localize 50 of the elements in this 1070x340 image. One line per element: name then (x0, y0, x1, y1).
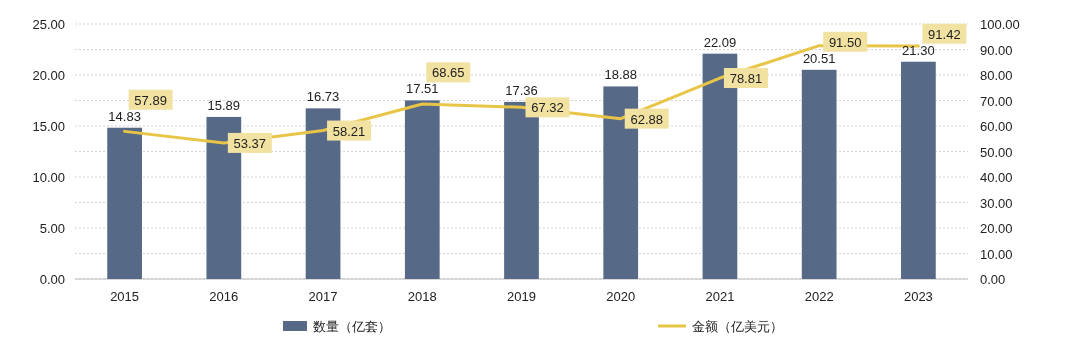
bar (901, 61, 936, 279)
y-tick-label: 5.00 (39, 221, 65, 236)
x-tick-label: 2018 (407, 289, 437, 304)
y2-tick-label: 30.00 (980, 195, 1013, 211)
x-tick-label: 2020 (606, 289, 636, 304)
data-label: 58.21 (332, 123, 366, 139)
bar (107, 127, 142, 279)
x-tick-label: 2019 (507, 289, 536, 304)
y-tick-label: 15.00 (32, 119, 65, 134)
data-label: 91.50 (828, 34, 862, 50)
y2-tick-label: 70.00 (980, 93, 1013, 109)
bar (404, 100, 440, 279)
x-tick-label: 2022 (804, 289, 834, 304)
y2-tick-label: 100.00 (980, 17, 1020, 32)
data-label: 91.42 (928, 26, 961, 42)
data-label: 22.09 (703, 34, 737, 50)
data-label: 18.88 (604, 67, 637, 83)
y2-tick-label: 60.00 (980, 119, 1013, 134)
y-tick-label: 0.00 (39, 272, 65, 287)
data-label: 67.32 (531, 100, 564, 116)
y2-tick-label: 0.00 (980, 272, 1006, 287)
y-tick-label: 20.00 (32, 68, 65, 83)
data-label: 57.89 (134, 92, 167, 108)
data-label: 14.83 (108, 108, 141, 124)
y2-tick-label: 20.00 (980, 221, 1013, 236)
data-label: 62.88 (630, 111, 663, 127)
data-label: 15.89 (207, 97, 241, 113)
x-tick-label: 2016 (209, 289, 239, 304)
data-label: 20.51 (802, 50, 836, 66)
data-label: 78.81 (729, 71, 763, 87)
data-label: 16.73 (306, 89, 340, 105)
data-label: 68.65 (432, 65, 465, 81)
legend-label: 数量（亿套） (313, 319, 391, 334)
y2-tick-label: 90.00 (980, 42, 1013, 58)
y2-tick-label: 50.00 (980, 144, 1013, 160)
y-tick-label: 25.00 (32, 17, 65, 32)
data-label: 21.30 (902, 42, 935, 58)
x-tick-label: 2015 (110, 289, 140, 304)
bar (801, 69, 837, 279)
data-label: 17.51 (406, 81, 439, 97)
y-tick-label: 10.00 (32, 170, 65, 185)
x-tick-label: 2017 (308, 289, 338, 304)
y2-tick-label: 40.00 (980, 170, 1013, 185)
y2-tick-label: 10.00 (980, 246, 1013, 262)
legend-label: 金额（亿美元） (692, 319, 783, 334)
x-tick-label: 2021 (705, 289, 735, 304)
y2-tick-label: 80.00 (980, 68, 1013, 83)
x-tick-label: 2023 (903, 289, 933, 304)
data-label: 53.37 (233, 135, 267, 151)
data-label: 17.36 (505, 82, 538, 98)
